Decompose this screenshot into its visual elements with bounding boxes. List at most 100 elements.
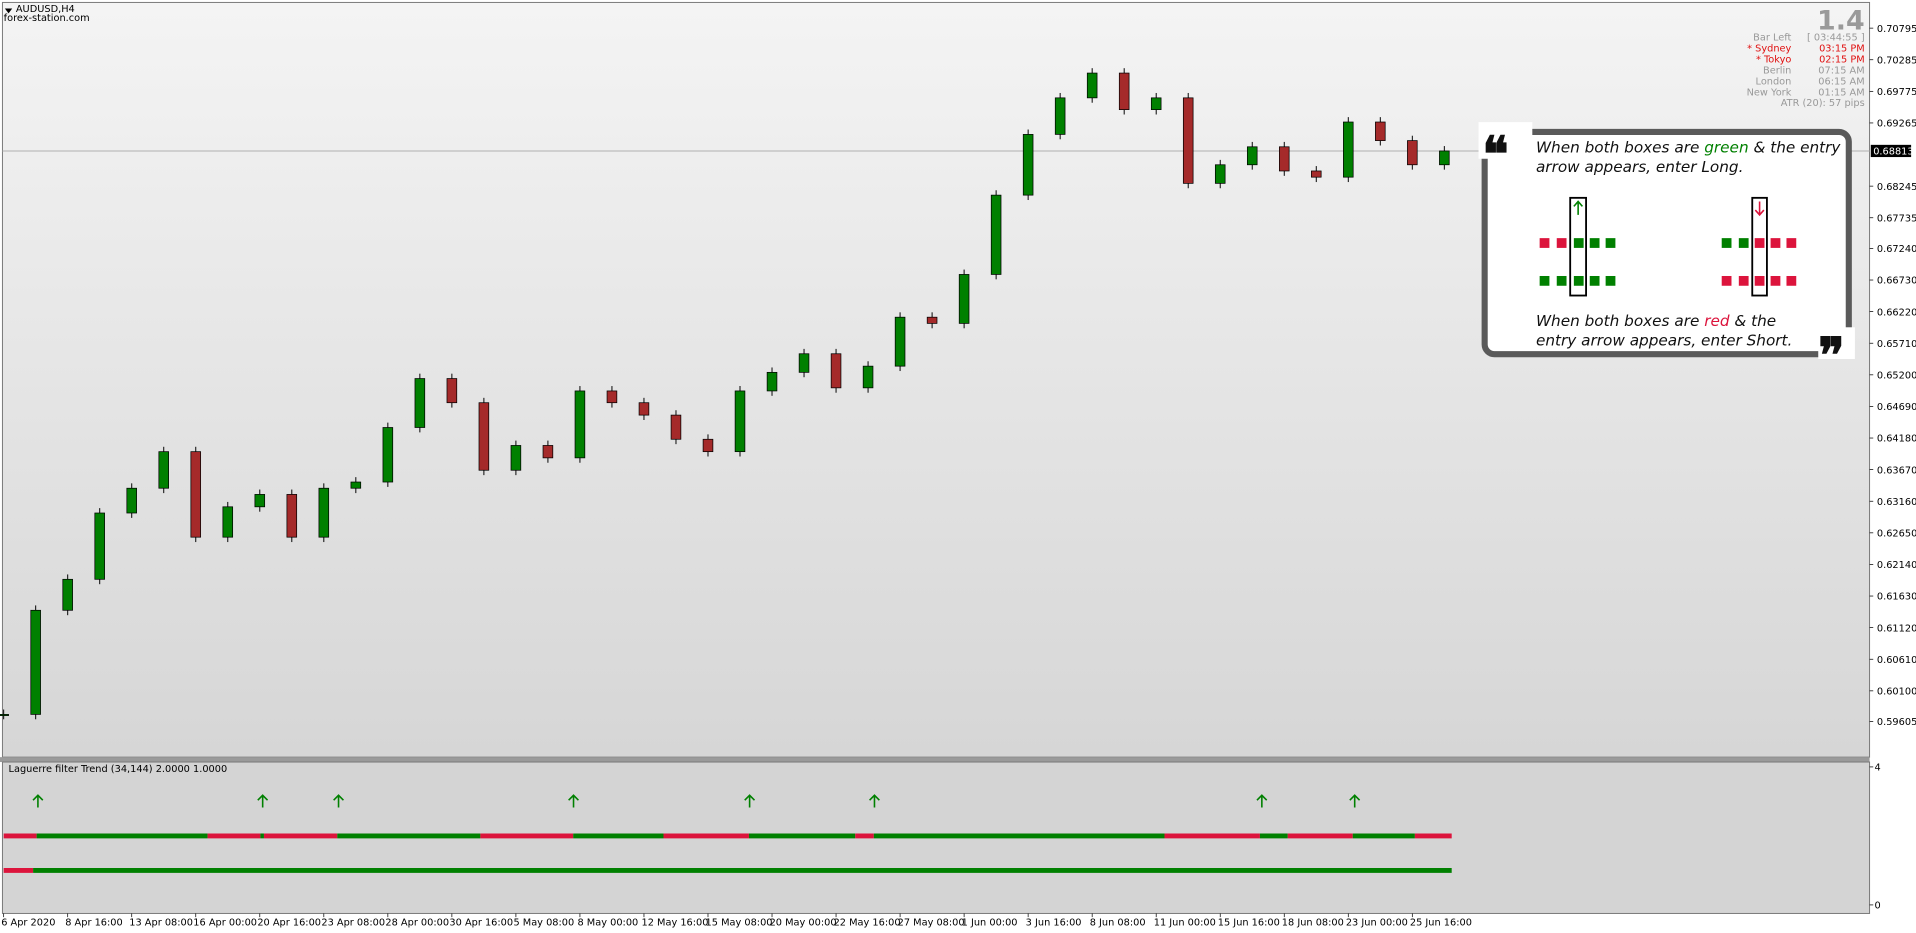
session-time: 02:15 PM [1819, 54, 1865, 65]
candle-body [254, 494, 266, 508]
y-tick-label: 0.61120 [1877, 623, 1916, 634]
x-tick-label: 27 May 08:00 [898, 918, 965, 929]
candle-body [574, 390, 586, 459]
session-name: New York [1747, 87, 1792, 98]
candle-body [1182, 97, 1194, 184]
y-tick-label: 0.70795 [1877, 24, 1916, 35]
y-tick-label: 0.63160 [1877, 497, 1916, 508]
candle-body [1214, 164, 1226, 184]
short-diagram [1721, 196, 1797, 297]
candle-body [1439, 150, 1450, 166]
y-tick-label: 0.70285 [1877, 55, 1916, 66]
entry-arrow [744, 794, 756, 808]
session-time: 03:15 PM [1819, 43, 1865, 54]
x-tick-label: 23 Apr 08:00 [321, 918, 385, 929]
menu-triangle[interactable] [4, 8, 13, 14]
entry-arrow [257, 794, 269, 808]
x-tick-label: 16 Apr 00:00 [193, 918, 257, 929]
entry-arrow [333, 794, 344, 808]
candle-body [1118, 72, 1130, 110]
y-tick-label: 0.62140 [1877, 560, 1916, 571]
y-tick-label: 0.69265 [1877, 119, 1916, 130]
annotation: ❝ ❞ When both boxes are green & the entr… [1478, 122, 1855, 384]
candle-body [222, 506, 234, 538]
candle-body [446, 378, 458, 404]
y-tick-label: 0.67735 [1877, 213, 1916, 224]
entry-arrow [1256, 794, 1268, 808]
candle-body [414, 378, 426, 428]
version: 1.4 [1817, 5, 1865, 36]
y-tick-label: 0.62650 [1877, 529, 1916, 540]
candle-body [1279, 146, 1290, 172]
candle-body [1246, 146, 1258, 166]
annotation-part: arrow appears, enter Long. [1536, 158, 1743, 176]
candle-body [478, 402, 490, 471]
entry-arrow [32, 794, 44, 808]
candle-body [542, 445, 554, 459]
site-label: forex-station.com [4, 13, 90, 24]
candle-body [30, 609, 41, 715]
x-tick-label: 5 May 08:00 [513, 918, 574, 929]
y-tick-label: 0.66730 [1877, 276, 1916, 287]
symbol-label: AUDUSD,H4 [16, 4, 75, 15]
x-tick-label: 11 Jun 00:00 [1154, 918, 1216, 929]
x-tick-label: 1 Jun 00:00 [962, 918, 1018, 929]
candle-body [606, 390, 618, 404]
y-tick-label: 0.67240 [1877, 244, 1916, 255]
annotation-part: When both boxes are [1536, 139, 1704, 157]
x-tick-label: 15 Jun 16:00 [1218, 918, 1280, 929]
candle-body [1150, 97, 1162, 110]
main-plot [1, 1, 1871, 758]
open-quote: ❝ [1482, 125, 1508, 183]
y-tick-label: 0.60100 [1877, 687, 1916, 698]
session-name: Berlin [1763, 65, 1791, 76]
annotation-part: When both boxes are [1536, 312, 1704, 330]
candle-body [1022, 134, 1034, 196]
candle-body [990, 194, 1002, 275]
candle-body [894, 316, 906, 367]
x-tick-label: 6 Apr 2020 [1, 918, 55, 929]
x-tick-label: 20 May 00:00 [770, 918, 837, 929]
candle-body [286, 494, 298, 538]
x-tick-label: 8 Jun 08:00 [1090, 918, 1146, 929]
candle-body [318, 487, 330, 538]
candle-body [958, 274, 970, 324]
annotation-part: green [1704, 139, 1748, 157]
candle-body [702, 438, 714, 453]
atr-label: ATR (20): 57 pips [1781, 98, 1865, 109]
session-name: London [1756, 76, 1792, 87]
y-tick-label: 0.65200 [1877, 370, 1916, 381]
candle-body [1054, 97, 1066, 135]
current-price-box [1870, 144, 1912, 158]
annotation-text: arrow appears, enter Long. [1536, 158, 1743, 176]
current-price-label: 0.68813 [1873, 147, 1913, 158]
separator [0, 757, 1870, 763]
x-tick-label: 3 Jun 16:00 [1026, 918, 1082, 929]
candle-body [382, 427, 394, 483]
annotation-part: & the [1730, 312, 1777, 330]
candle-body [1407, 140, 1418, 166]
y-tick-label: 0.63670 [1877, 465, 1916, 476]
candle-body [510, 445, 522, 471]
x-tick-label: 13 Apr 08:00 [129, 918, 193, 929]
y-tick-label: 0.68245 [1877, 182, 1916, 193]
session-time: 07:15 AM [1818, 65, 1864, 76]
candle-body [670, 414, 682, 440]
session-time: [ 03:44:55 ] [1807, 32, 1865, 43]
candle-body [830, 353, 842, 389]
entry-arrow [1349, 794, 1361, 808]
x-tick-label: 30 Apr 16:00 [449, 918, 513, 929]
quote-bg [1818, 327, 1855, 360]
candle-body [158, 451, 169, 489]
indicator-title: Laguerre filter Trend (34,144) 2.0000 1.… [9, 764, 228, 775]
candle-body [190, 451, 202, 538]
candle-body [766, 371, 778, 392]
annotation-part: red [1704, 312, 1730, 330]
annotation-text: When both boxes are red & the [1536, 312, 1776, 330]
y-tick-label: 4 [1874, 763, 1880, 774]
candle-body [1375, 121, 1386, 141]
entry-arrow [568, 794, 579, 808]
candle-body [350, 481, 362, 489]
y-tick-label: 0.65710 [1877, 339, 1916, 350]
